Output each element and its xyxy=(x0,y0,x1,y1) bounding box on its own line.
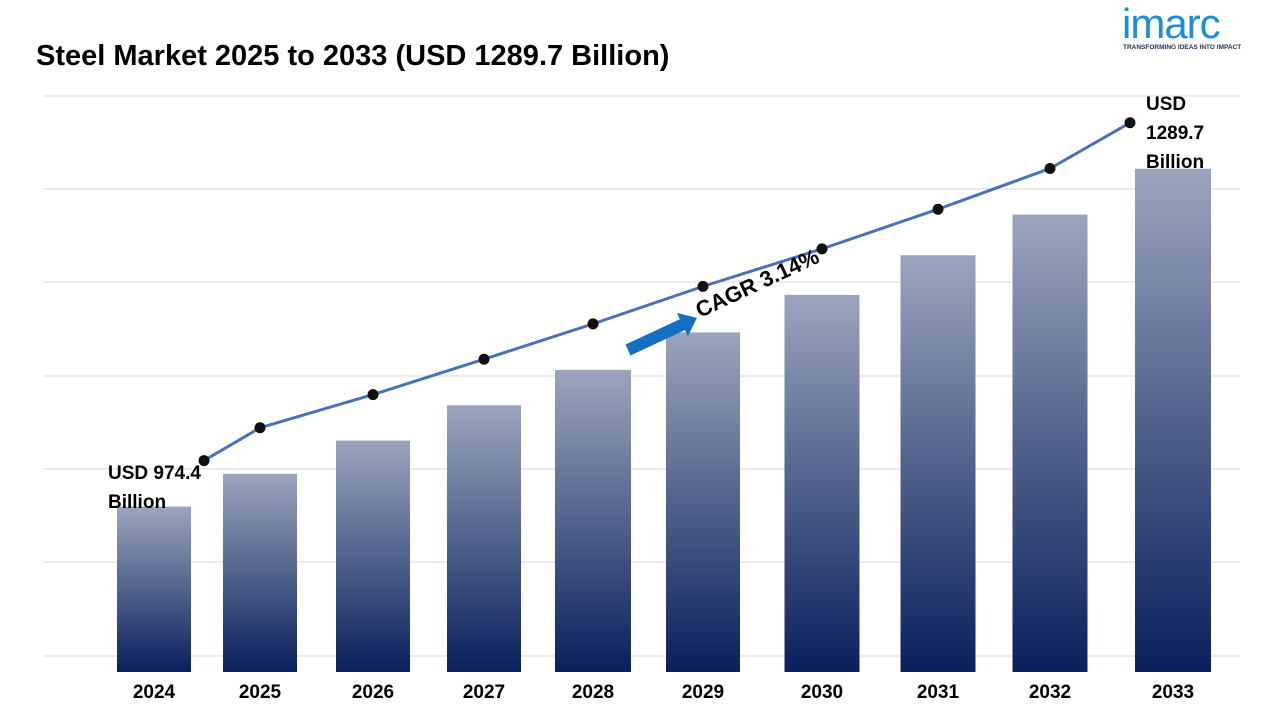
x-tick-2026: 2026 xyxy=(352,682,394,703)
trend-marker-2029 xyxy=(697,280,709,292)
end-label-line-2: 1289.7 xyxy=(1146,123,1204,144)
trend-line xyxy=(203,121,1131,462)
trend-polyline xyxy=(203,121,1131,462)
trend-marker-2033 xyxy=(1124,117,1136,129)
trend-marker-2028 xyxy=(587,318,599,330)
bar-2025 xyxy=(223,473,297,672)
trend-marker-2026 xyxy=(367,389,379,401)
x-tick-2025: 2025 xyxy=(239,682,282,703)
trend-marker-2032 xyxy=(1044,163,1056,175)
trend-marker-2024 xyxy=(198,455,210,467)
cagr-arrow-icon xyxy=(625,312,697,356)
end-label-line-3: Billion xyxy=(1146,152,1204,173)
page-title: Steel Market 2025 to 2033 (USD 1289.7 Bi… xyxy=(36,40,670,72)
logo-wordmark: imarc xyxy=(1122,0,1221,47)
bar-2032 xyxy=(1012,214,1088,672)
logo-tagline: TRANSFORMING IDEAS INTO IMPACT xyxy=(1123,44,1242,51)
bar-2031 xyxy=(900,255,976,672)
bar-2029 xyxy=(666,332,740,672)
start-label-line-2: Billion xyxy=(108,492,166,513)
imarc-logo: imarc TRANSFORMING IDEAS INTO IMPACT xyxy=(1122,2,1244,54)
trend-markers xyxy=(198,117,1136,467)
bar-2024 xyxy=(117,506,191,672)
bar-2026 xyxy=(336,440,410,672)
x-tick-2024: 2024 xyxy=(133,682,176,703)
end-label-line-1: USD xyxy=(1146,94,1186,115)
end-value-label: USD 1289.7 Billion xyxy=(1146,94,1204,173)
x-tick-2032: 2032 xyxy=(1029,682,1071,703)
trend-marker-2025 xyxy=(254,422,266,434)
x-tick-2030: 2030 xyxy=(801,682,843,703)
bar-2030 xyxy=(784,294,860,672)
x-tick-2033: 2033 xyxy=(1152,682,1194,703)
trend-marker-2031 xyxy=(932,203,944,215)
bar-2028 xyxy=(555,369,631,672)
bars xyxy=(117,168,1211,672)
x-tick-2028: 2028 xyxy=(572,682,614,703)
bar-2027 xyxy=(447,405,521,672)
x-axis-ticks: 2024 2025 2026 2027 2028 2029 2030 2031 2032 2033 xyxy=(133,682,1194,703)
trend-marker-2027 xyxy=(478,353,490,365)
x-tick-2029: 2029 xyxy=(682,682,724,703)
start-label-line-1: USD 974.4 xyxy=(108,463,201,484)
x-tick-2027: 2027 xyxy=(463,682,505,703)
trend-marker-2030 xyxy=(816,243,828,255)
start-value-label: USD 974.4 Billion xyxy=(108,463,201,513)
bar-2033 xyxy=(1135,168,1211,672)
x-tick-2031: 2031 xyxy=(917,682,960,703)
